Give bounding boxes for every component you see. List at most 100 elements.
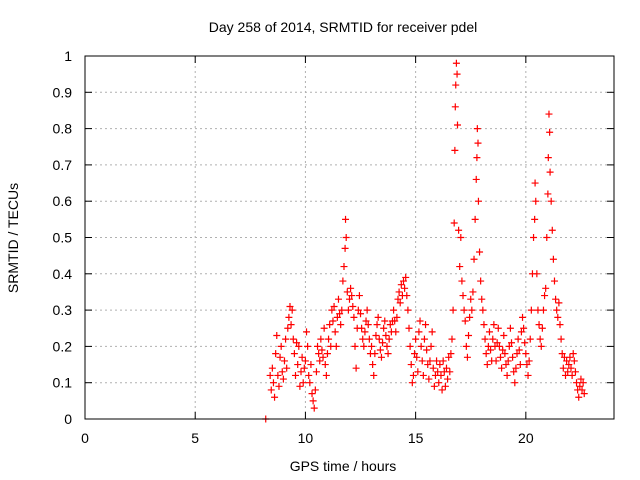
data-point — [291, 371, 299, 379]
data-point — [385, 335, 393, 343]
data-point — [293, 339, 301, 347]
data-point — [465, 332, 473, 340]
data-point — [382, 332, 390, 340]
data-point — [423, 346, 431, 354]
data-point — [454, 121, 462, 129]
data-point — [446, 368, 454, 376]
data-point — [437, 371, 445, 379]
y-tick-label: 0.7 — [53, 157, 73, 173]
data-point — [368, 342, 376, 350]
data-point — [430, 382, 438, 390]
data-point — [347, 284, 355, 292]
data-point — [448, 335, 456, 343]
data-point — [393, 313, 401, 321]
data-point — [483, 361, 491, 369]
data-point — [405, 324, 413, 332]
data-point — [286, 302, 294, 310]
data-point — [476, 248, 484, 256]
data-point — [451, 146, 459, 154]
data-point — [424, 361, 432, 369]
data-point — [536, 335, 544, 343]
data-point — [499, 346, 507, 354]
data-point — [541, 292, 549, 300]
data-point — [565, 361, 573, 369]
data-point — [269, 379, 277, 387]
data-point — [322, 371, 330, 379]
data-point — [462, 342, 470, 350]
data-point — [438, 386, 446, 394]
data-point — [458, 277, 466, 285]
data-point — [566, 353, 574, 361]
data-point — [343, 288, 351, 296]
data-point — [527, 306, 535, 314]
data-point — [365, 335, 373, 343]
data-point — [381, 317, 389, 325]
data-point — [318, 346, 326, 354]
data-point — [569, 350, 577, 358]
data-point — [480, 321, 488, 329]
data-point — [294, 361, 302, 369]
data-point — [323, 350, 331, 358]
data-point — [414, 368, 422, 376]
data-point — [340, 263, 348, 271]
y-tick-label: 0.1 — [53, 375, 73, 391]
data-point — [355, 292, 363, 300]
data-point — [415, 328, 423, 336]
data-point — [449, 306, 457, 314]
data-point — [576, 382, 584, 390]
y-tick-label: 0 — [64, 411, 72, 427]
grid-lines — [85, 56, 614, 419]
data-point — [395, 288, 403, 296]
y-tick-label: 0.6 — [53, 193, 73, 209]
data-point — [376, 346, 384, 354]
data-point — [428, 328, 436, 336]
data-point — [276, 353, 284, 361]
data-point — [320, 324, 328, 332]
data-point — [496, 353, 504, 361]
data-point — [550, 277, 558, 285]
data-point — [539, 306, 547, 314]
data-point — [380, 324, 388, 332]
data-point — [344, 306, 352, 314]
data-point — [463, 353, 471, 361]
data-point — [522, 350, 530, 358]
data-point — [479, 306, 487, 314]
data-point — [397, 281, 405, 289]
data-point — [526, 335, 534, 343]
data-point — [362, 317, 370, 325]
data-point — [537, 342, 545, 350]
data-point — [295, 342, 303, 350]
data-point — [357, 310, 365, 318]
data-point — [342, 215, 350, 223]
data-point — [373, 321, 381, 329]
data-point — [434, 368, 442, 376]
data-point — [341, 244, 349, 252]
data-point — [331, 328, 339, 336]
data-point — [326, 321, 334, 329]
data-point — [299, 379, 307, 387]
data-point — [544, 190, 552, 198]
data-point — [573, 379, 581, 387]
data-point — [546, 128, 554, 136]
data-point — [456, 263, 464, 271]
data-point — [515, 346, 523, 354]
data-point — [409, 371, 417, 379]
data-point — [489, 335, 497, 343]
x-tick-label: 5 — [191, 430, 199, 446]
data-point — [455, 226, 463, 234]
data-point — [346, 295, 353, 303]
data-point — [546, 168, 554, 176]
data-point — [459, 292, 467, 300]
y-tick-labels: 0 0.1 0.2 0.3 0.4 0.5 0.6 0.7 0.8 0.9 1 — [53, 48, 73, 427]
data-point — [451, 103, 459, 111]
data-point — [502, 361, 510, 369]
data-point — [305, 371, 313, 379]
data-point — [307, 361, 315, 369]
data-point — [412, 335, 420, 343]
data-point — [523, 361, 531, 369]
data-point — [328, 306, 336, 314]
data-point — [505, 342, 513, 350]
data-point — [498, 364, 506, 372]
data-point — [435, 379, 443, 387]
data-point — [402, 273, 410, 281]
